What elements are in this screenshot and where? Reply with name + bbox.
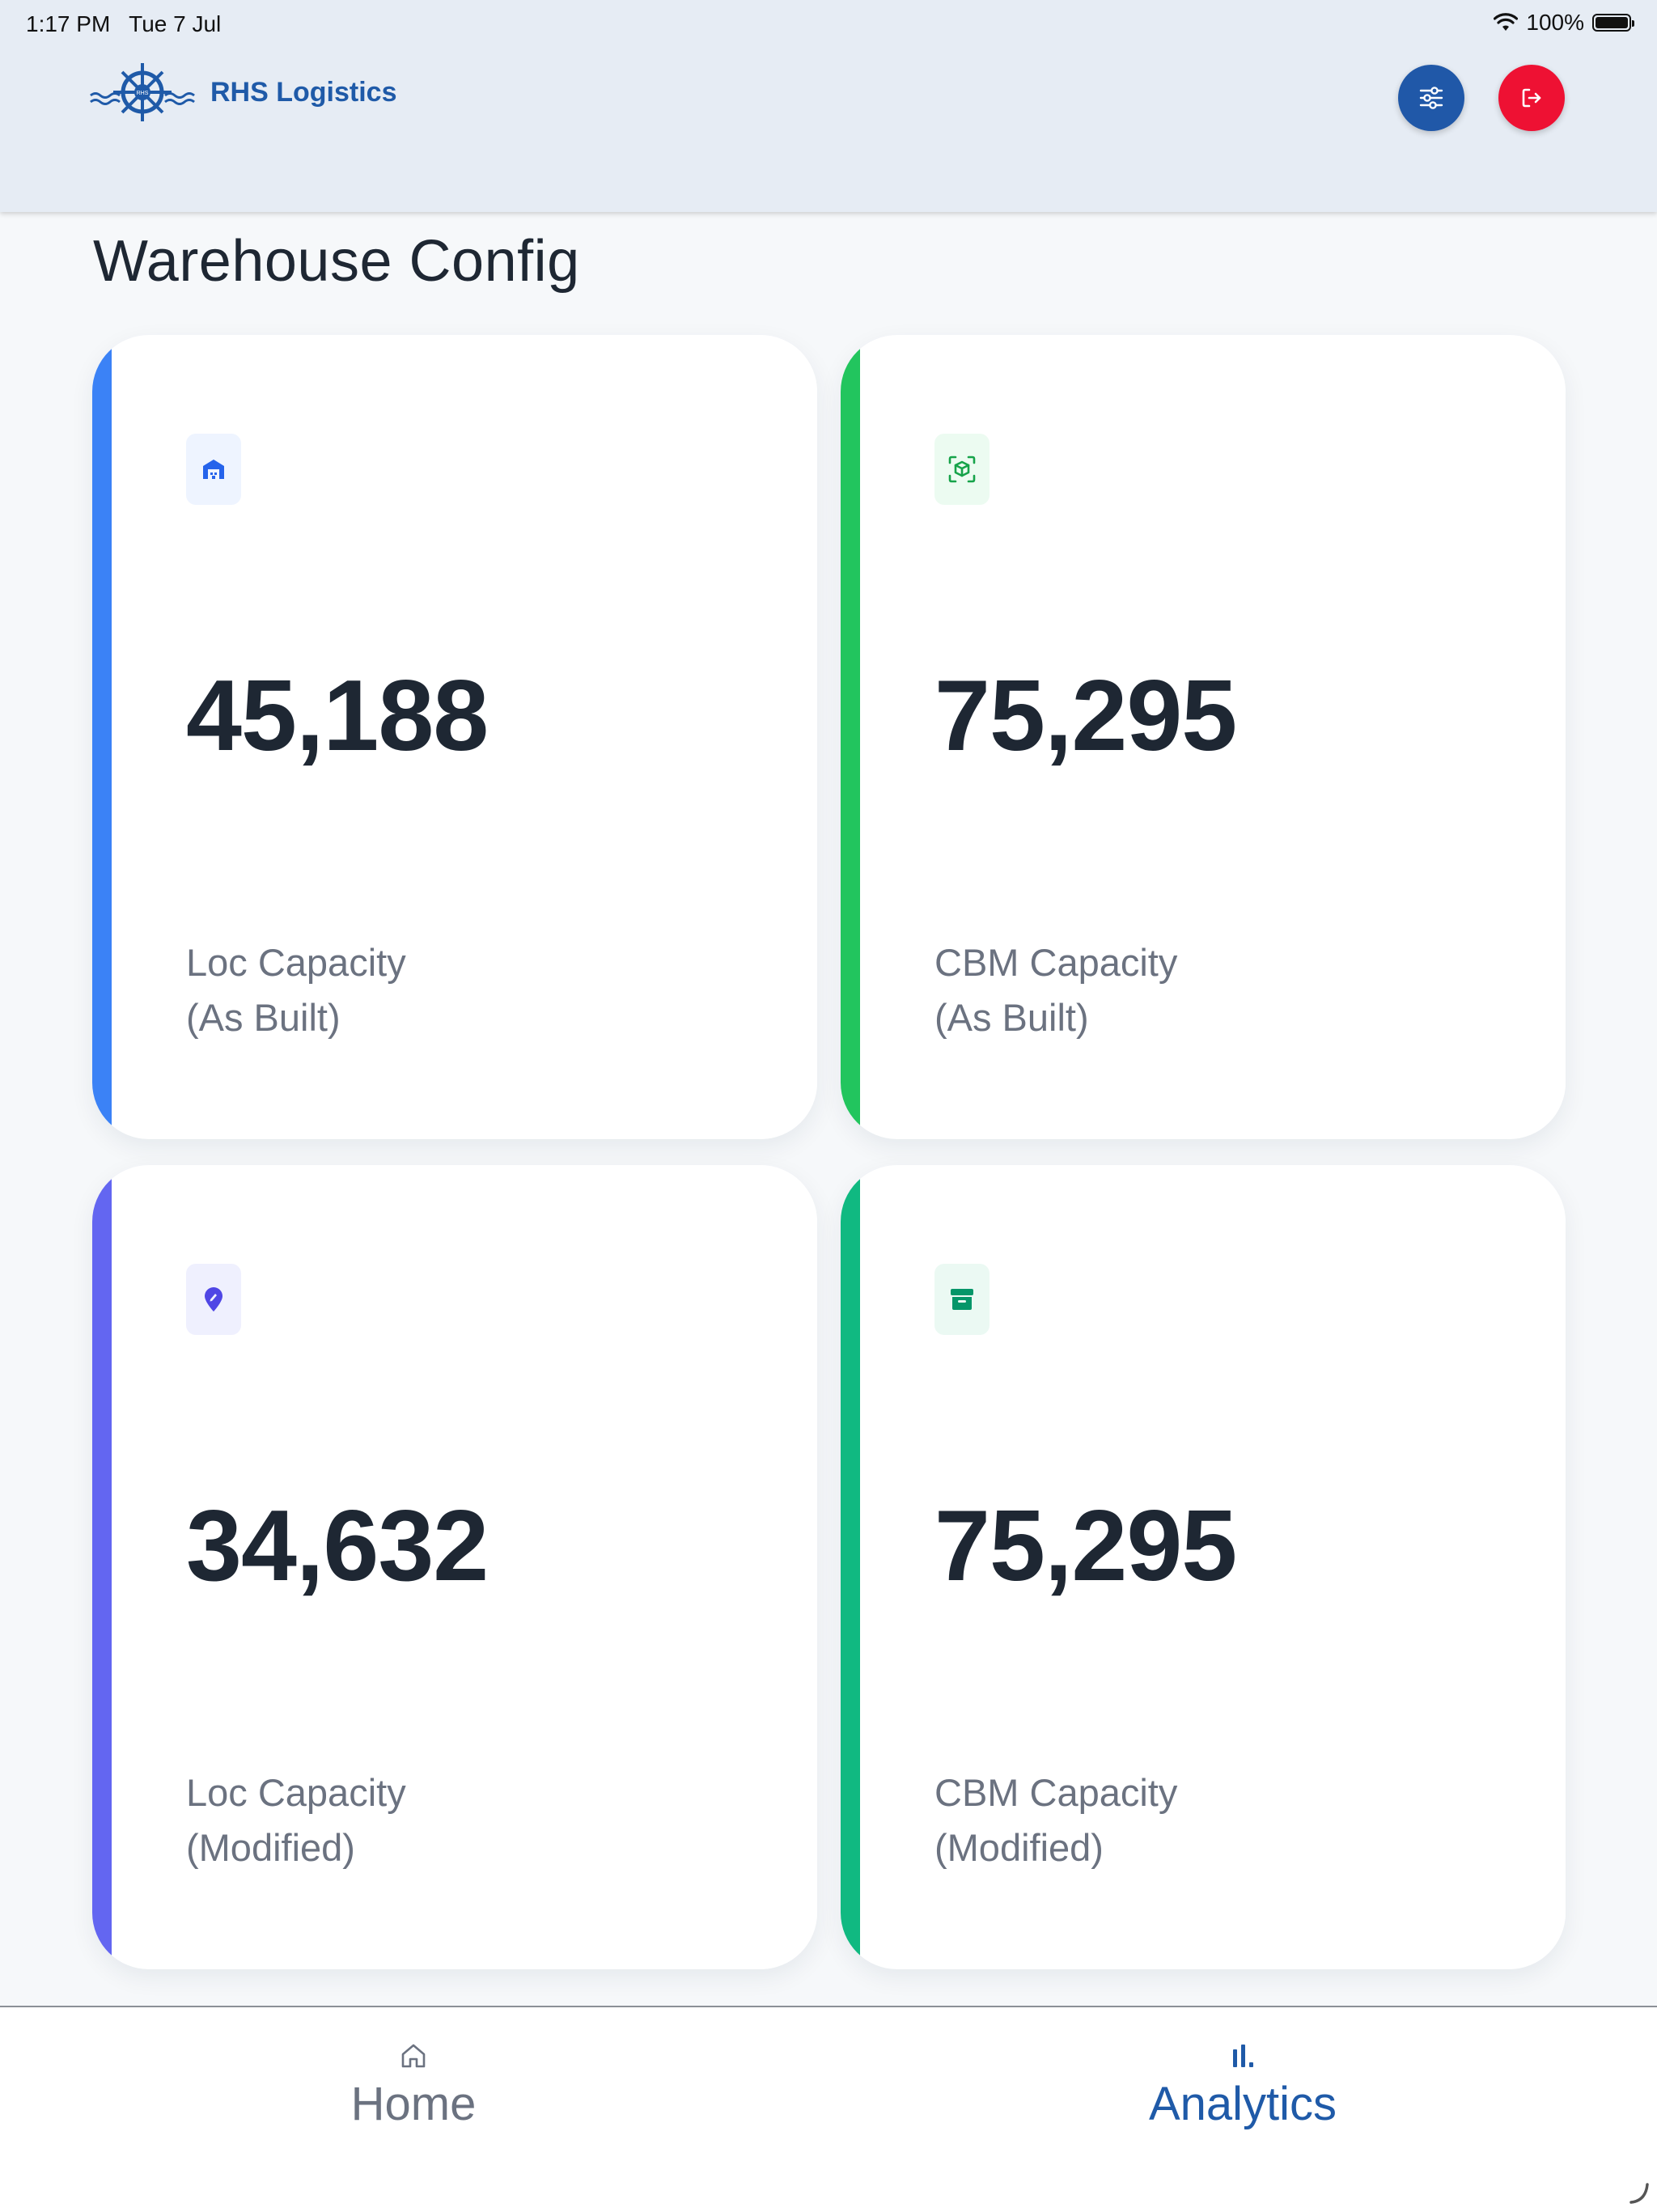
card-value: 34,632 [186, 1490, 489, 1602]
card-value: 45,188 [186, 660, 489, 772]
card-label: Loc Capacity (As Built) [186, 935, 406, 1045]
tab-home[interactable]: Home [292, 2041, 535, 2131]
card-label-line1: CBM Capacity [934, 941, 1178, 984]
home-icon [401, 2044, 426, 2068]
card-icon-badge [186, 1264, 241, 1335]
wifi-icon [1494, 13, 1519, 31]
sliders-icon [1419, 87, 1443, 109]
status-date: Tue 7 Jul [129, 11, 222, 36]
card-label: CBM Capacity (As Built) [934, 935, 1177, 1045]
cbm-capacity-modified-card: 75,295 CBM Capacity (Modified) [841, 1165, 1566, 1969]
card-body: 75,295 CBM Capacity (Modified) [860, 1165, 1566, 1969]
card-icon-badge [934, 434, 990, 505]
logout-icon [1522, 88, 1541, 108]
card-label-line1: Loc Capacity [186, 1771, 406, 1814]
battery-icon [1592, 14, 1634, 32]
location-edit-icon [205, 1287, 222, 1312]
card-label: CBM Capacity (Modified) [934, 1765, 1177, 1875]
card-body: 34,632 Loc Capacity (Modified) [112, 1165, 817, 1969]
card-label-line1: Loc Capacity [186, 941, 406, 984]
bar-chart-icon [1233, 2045, 1253, 2067]
card-label-line2: (As Built) [934, 996, 1089, 1039]
warehouse-icon [203, 460, 224, 479]
status-bar: 1:17 PM Tue 7 Jul 100% [0, 0, 1657, 52]
brand-logo: RHS RHS Logistics [89, 60, 396, 125]
status-time: 1:17 PM Tue 7 Jul [26, 11, 221, 37]
card-label: Loc Capacity (Modified) [186, 1765, 406, 1875]
cube-scan-icon [948, 456, 976, 483]
status-clock: 1:17 PM [26, 11, 111, 36]
card-label-line1: CBM Capacity [934, 1771, 1178, 1814]
brand-name: RHS Logistics [210, 76, 397, 108]
card-body: 45,188 Loc Capacity (As Built) [112, 335, 817, 1139]
resize-handle-icon [1629, 2183, 1649, 2204]
card-label-line2: (Modified) [934, 1826, 1104, 1869]
tab-analytics[interactable]: Analytics [1121, 2041, 1364, 2131]
filter-button[interactable] [1398, 65, 1464, 131]
logo-text: RHS [137, 91, 149, 96]
card-icon-badge [934, 1264, 990, 1335]
card-value: 75,295 [934, 660, 1237, 772]
card-label-line2: (As Built) [186, 996, 341, 1039]
bottom-tab-bar: Home Analytics [0, 2006, 1657, 2212]
status-indicators: 100% [1494, 10, 1634, 36]
archive-icon [951, 1289, 973, 1310]
tab-analytics-label: Analytics [1148, 2078, 1337, 2130]
cbm-capacity-as-built-card: 75,295 CBM Capacity (As Built) [841, 335, 1566, 1139]
card-body: 75,295 CBM Capacity (As Built) [860, 335, 1566, 1139]
app-header: 1:17 PM Tue 7 Jul 100% [0, 0, 1657, 212]
tab-home-label: Home [350, 2078, 477, 2130]
page-title: Warehouse Config [93, 229, 580, 294]
loc-capacity-as-built-card: 45,188 Loc Capacity (As Built) [92, 335, 817, 1139]
loc-capacity-modified-card: 34,632 Loc Capacity (Modified) [92, 1165, 817, 1969]
ship-wheel-logo-icon: RHS [90, 63, 195, 121]
card-label-line2: (Modified) [186, 1826, 355, 1869]
battery-percent: 100% [1526, 10, 1584, 35]
logout-button[interactable] [1498, 65, 1565, 131]
card-icon-badge [186, 434, 241, 505]
card-value: 75,295 [934, 1490, 1237, 1602]
